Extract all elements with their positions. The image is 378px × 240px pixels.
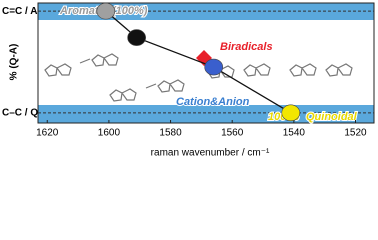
point [204,58,224,76]
x-tick-label: 1540 [283,128,306,139]
chart: Aromatic (100%) Biradicals Cation&Anion … [2,2,375,159]
x-tick-label: 1600 [98,128,121,139]
x-tick-label: 1620 [36,128,59,139]
y-tick-label: C=C / A [2,6,37,17]
x-tick-label: 1580 [159,128,182,139]
point [127,29,146,46]
point [96,2,116,20]
x-tick-label: 1520 [344,128,367,139]
x-axis-title: raman wavenumber / cm⁻¹ [151,148,270,159]
y-tick-label: C–C / Q [2,107,38,118]
annotation: Quinoidal [306,111,358,123]
point [281,104,301,122]
y-axis-title: % (Q-A) [9,44,20,81]
x-tick-label: 1560 [221,128,244,139]
annotation: Cation&Anion [176,96,250,108]
annotation: Biradicals [220,41,273,53]
annotation: (100%) [112,5,148,17]
annotation: Aromatic [59,5,108,17]
trend-line [105,10,292,114]
plot-frame [37,2,375,124]
